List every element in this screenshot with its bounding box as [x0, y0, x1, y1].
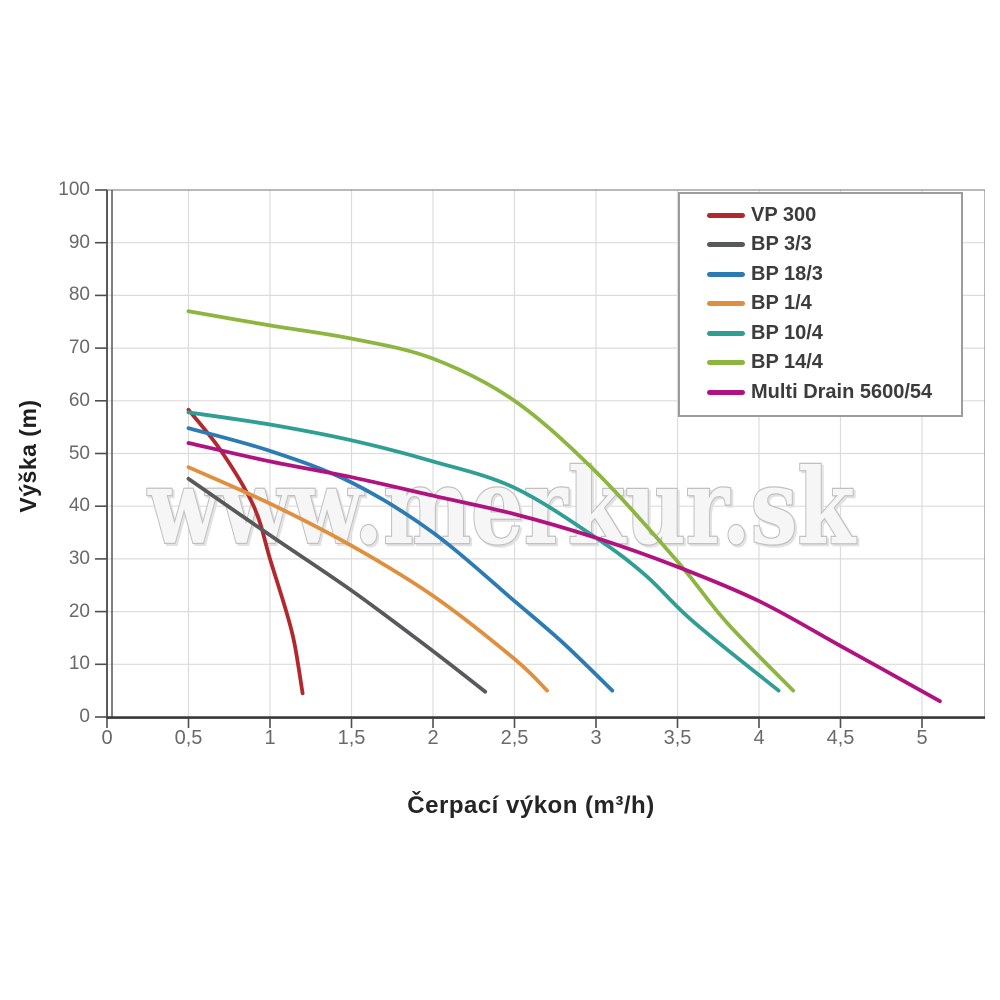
legend-line-swatch	[707, 242, 745, 247]
y-tick-label-70: 70	[68, 337, 90, 359]
legend-line-swatch	[707, 330, 745, 336]
curve-bp-18-3	[186, 426, 615, 693]
y-tick-label-30: 30	[68, 547, 90, 569]
x-axis-title: Čerpací výkon (m³/h)	[407, 792, 655, 819]
x-tick-label-3-5: 3,5	[663, 727, 692, 749]
legend-item-bp-18-3: BP 18/3	[680, 262, 961, 286]
y-tick-label-90: 90	[68, 231, 90, 253]
legend-item-multi-drain-5600-54: Multi Drain 5600/54	[680, 380, 961, 404]
curve-multi-drain-5600-54	[186, 441, 942, 704]
x-tick-label-3: 3	[590, 727, 602, 749]
legend-label: BP 1/4	[751, 292, 812, 314]
legend-item-bp-3-3: BP 3/3	[680, 233, 961, 257]
legend-line-swatch	[707, 389, 745, 395]
watermark-text: www.merkur.sk	[147, 445, 856, 568]
legend-item-vp-300: VP 300	[680, 203, 961, 227]
legend-line-swatch	[707, 271, 745, 277]
y-tick-label-50: 50	[68, 442, 90, 464]
x-tick-label-2-5: 2,5	[500, 727, 529, 749]
y-tick-label-0: 0	[79, 706, 90, 727]
curve-bp-1-4	[186, 465, 549, 693]
legend-label: Multi Drain 5600/54	[751, 380, 933, 403]
x-tick-label-0-5: 0,5	[174, 727, 203, 749]
legend-item-bp-10-4: BP 10/4	[680, 321, 961, 345]
chart-legend: VP 300 BP 3/3 BP 18/3 BP 1/4 BP 10/4 BP 14/4 M…	[678, 192, 963, 417]
axis-ticks	[95, 189, 923, 728]
y-tick-label-10: 10	[68, 653, 90, 675]
legend-line-swatch	[707, 301, 745, 306]
y-tick-label-80: 80	[68, 284, 90, 306]
x-tick-label-1-5: 1,5	[337, 727, 366, 749]
x-tick-label-5: 5	[916, 727, 928, 749]
legend-label: BP 10/4	[751, 321, 823, 344]
x-tick-label-0: 0	[101, 727, 113, 749]
x-tick-label-2: 2	[427, 727, 439, 749]
y-tick-label-100: 100	[58, 179, 90, 200]
plot-area: www.merkur.sk	[95, 189, 985, 728]
curve-bp-3-3	[186, 476, 488, 694]
y-tick-label-60: 60	[68, 389, 90, 411]
legend-item-bp-14-4: BP 14/4	[680, 351, 961, 375]
legend-label: BP 3/3	[751, 233, 812, 255]
legend-label: VP 300	[751, 203, 817, 226]
legend-line-swatch	[707, 212, 745, 218]
legend-item-bp-1-4: BP 1/4	[680, 292, 961, 316]
legend-label: BP 14/4	[751, 351, 823, 373]
x-tick-label-1: 1	[264, 727, 276, 749]
x-tick-label-4: 4	[753, 727, 765, 749]
y-tick-label-40: 40	[68, 495, 90, 517]
curve-bp-14-4	[186, 309, 796, 693]
y-tick-label-20: 20	[68, 600, 90, 622]
legend-line-swatch	[707, 360, 745, 365]
curve-bp-10-4	[186, 410, 781, 693]
x-tick-label-4-5: 4,5	[826, 727, 855, 749]
legend-label: BP 18/3	[751, 262, 823, 285]
